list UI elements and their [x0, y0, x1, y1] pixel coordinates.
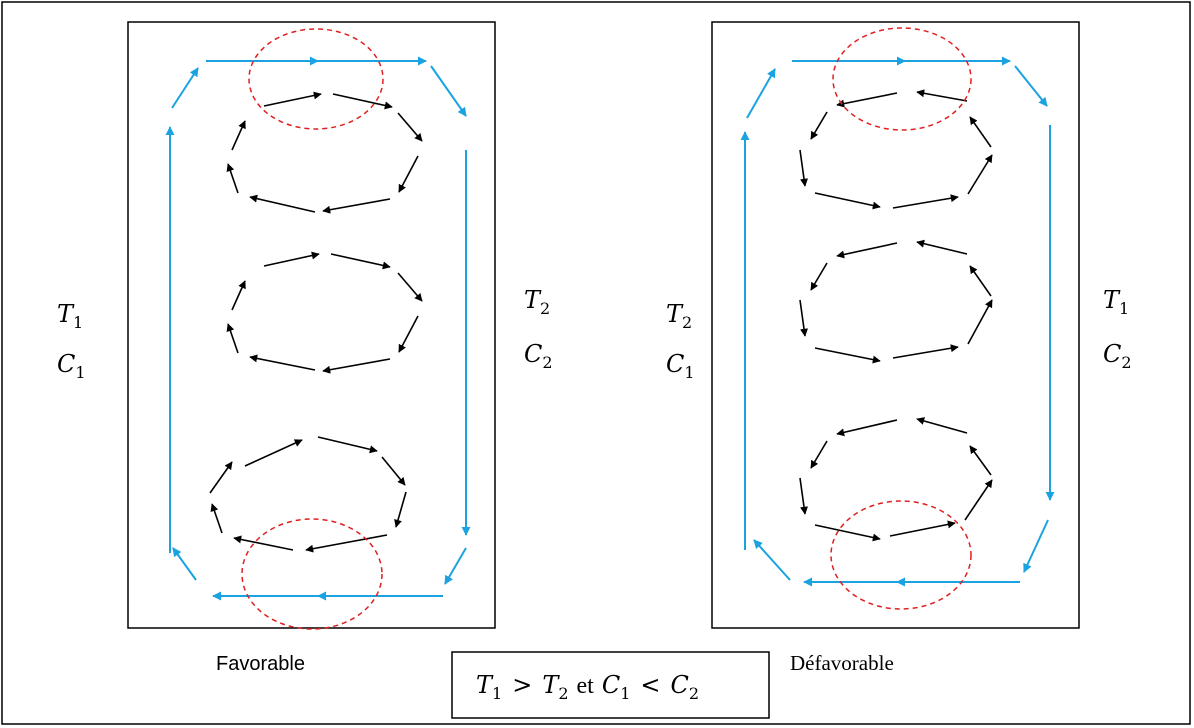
defavorable-top-highlight-ellipse [832, 27, 972, 131]
defavorable-middle-vortex-arrow-54 [810, 262, 828, 291]
favorable-top-vortex-arrow-14 [322, 198, 391, 214]
defavorable-bottom-vortex-arrow-67 [969, 445, 992, 476]
defavorable-right-temp-label: T1 [1103, 286, 1129, 318]
defavorable-bottom-vortex-arrow-62 [810, 440, 828, 469]
favorable-right-temp-label: T2 [524, 286, 550, 318]
favorable-middle-vortex-arrow-20 [397, 272, 423, 302]
favorable-bottom-vortex-arrow-32 [210, 503, 223, 534]
defavorable-top-vortex-arrow-46 [810, 111, 828, 140]
favorable-top-vortex-arrow-12 [397, 112, 423, 142]
defavorable-left-temp-label: T2 [666, 300, 692, 332]
favorable-middle-vortex-arrow-22 [322, 358, 391, 374]
defavorable-bottom-vortex-arrow-61 [836, 419, 898, 437]
panel-favorable-frame [127, 21, 496, 629]
defavorable-circulation-arrow-43 [746, 68, 776, 119]
defavorable-middle-vortex-arrow-58 [967, 299, 993, 345]
defavorable-middle-vortex-arrow-59 [969, 265, 992, 297]
defavorable-top-vortex-arrow-49 [892, 194, 959, 209]
favorable-middle-vortex-arrow-24 [226, 323, 239, 354]
favorable-left-temp-label: T1 [57, 300, 83, 332]
caption-defavorable: Défavorable [790, 651, 894, 675]
favorable-left-conc-label: C1 [57, 350, 86, 382]
defavorable-middle-vortex-arrow-53 [836, 242, 898, 259]
favorable-middle-vortex-arrow-25 [231, 280, 246, 311]
defavorable-middle-vortex-arrow-55 [799, 299, 808, 337]
favorable-bottom-vortex-arrow-30 [305, 534, 388, 553]
favorable-bottom-vortex-arrow-31 [233, 535, 294, 551]
defavorable-bottom-vortex-arrow-63 [799, 477, 808, 515]
defavorable-circulation-arrow-41 [753, 539, 791, 581]
defavorable-top-vortex-arrow-45 [836, 92, 898, 108]
favorable-bottom-vortex-arrow-27 [317, 436, 378, 454]
defavorable-right-conc-label: C2 [1103, 340, 1132, 372]
defavorable-circulation-arrow-36 [1014, 65, 1048, 107]
favorable-middle-vortex-arrow-23 [249, 354, 316, 371]
favorable-top-vortex-arrow-15 [249, 194, 316, 213]
defavorable-bottom-highlight-ellipse [830, 500, 972, 610]
favorable-right-conc-label: C2 [524, 340, 553, 372]
favorable-bottom-vortex-arrow-29 [394, 491, 407, 528]
defavorable-middle-vortex-arrow-57 [892, 344, 959, 359]
defavorable-top-vortex-arrow-47 [799, 149, 808, 187]
defavorable-top-vortex-arrow-51 [969, 116, 992, 148]
favorable-bottom-vortex-arrow-33 [209, 461, 233, 494]
defavorable-circulation-arrow-38 [1023, 519, 1049, 573]
favorable-circulation-arrow-4 [444, 547, 467, 585]
favorable-bottom-vortex-arrow-26 [244, 439, 303, 467]
favorable-top-highlight-ellipse [248, 28, 384, 130]
condition-text: T1 > T2 et C1 < C2 [476, 671, 699, 703]
defavorable-bottom-vortex-arrow-65 [889, 520, 956, 537]
defavorable-bottom-vortex-arrow-64 [814, 524, 881, 542]
caption-favorable: Favorable [216, 653, 305, 675]
favorable-middle-vortex-arrow-19 [330, 253, 391, 270]
favorable-middle-vortex-arrow-21 [398, 315, 419, 353]
panel-defavorable-frame [711, 21, 1080, 629]
defavorable-bottom-vortex-arrow-60 [916, 417, 968, 434]
favorable-top-vortex-arrow-10 [263, 91, 322, 107]
defavorable-top-vortex-arrow-50 [967, 154, 993, 195]
favorable-middle-vortex-arrow-18 [263, 251, 320, 267]
defavorable-bottom-vortex-arrow-66 [964, 479, 993, 521]
defavorable-left-conc-label: C1 [666, 350, 695, 382]
defavorable-middle-vortex-arrow-52 [916, 239, 968, 255]
favorable-circulation-arrow-2 [430, 65, 467, 117]
defavorable-top-vortex-arrow-44 [916, 89, 968, 102]
favorable-top-vortex-arrow-13 [398, 155, 419, 193]
favorable-bottom-highlight-ellipse [241, 518, 383, 630]
favorable-circulation-arrow-9 [171, 67, 199, 109]
arrows-layer [165, 27, 1055, 630]
favorable-top-vortex-arrow-16 [226, 163, 239, 194]
defavorable-middle-vortex-arrow-56 [814, 347, 881, 364]
favorable-top-vortex-arrow-17 [231, 120, 246, 151]
favorable-top-vortex-arrow-11 [332, 93, 393, 110]
defavorable-top-vortex-arrow-48 [814, 192, 881, 210]
favorable-circulation-arrow-7 [172, 547, 197, 581]
favorable-bottom-vortex-arrow-28 [381, 456, 406, 486]
condition-box [451, 651, 770, 719]
